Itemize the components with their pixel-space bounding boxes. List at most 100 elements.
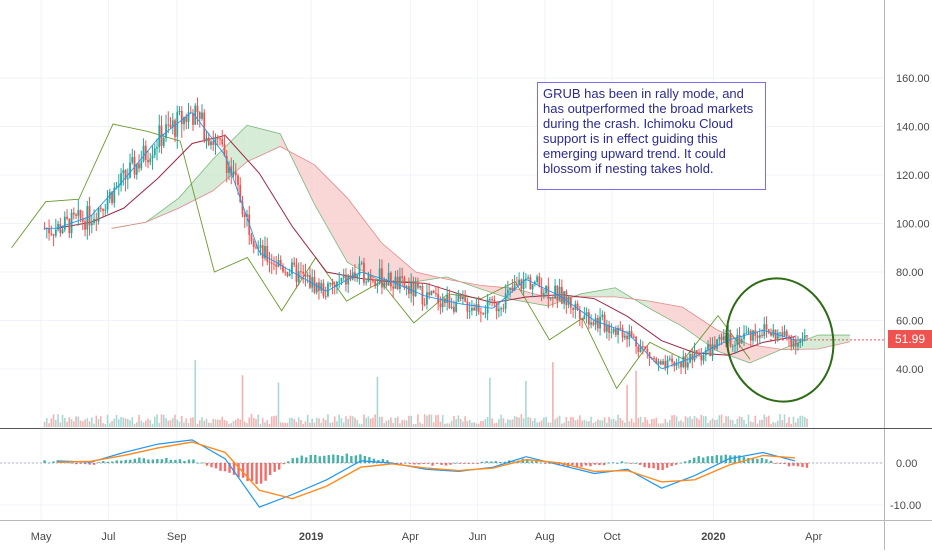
volume-bar <box>430 414 433 427</box>
volume-bar <box>572 417 574 427</box>
candle-body <box>506 290 509 294</box>
volume-bar <box>275 415 278 427</box>
annotation-box[interactable]: GRUB has been in rally mode, and has out… <box>537 82 766 190</box>
candle-body <box>428 292 431 296</box>
candle-body <box>192 113 194 125</box>
volume-bar <box>779 414 781 427</box>
volume-bar <box>171 417 174 427</box>
macd-histogram-bar <box>453 462 457 464</box>
volume-bar <box>558 415 561 427</box>
macd-histogram-bar <box>620 461 624 463</box>
candle-body <box>695 350 698 355</box>
macd-histogram-bar <box>435 463 439 464</box>
macd-histogram-bar <box>223 463 227 472</box>
candle-body <box>392 286 395 289</box>
volume-bar <box>657 423 660 427</box>
macd-histogram-bar <box>760 457 764 463</box>
macd-histogram-bar <box>679 462 682 464</box>
volume-bar <box>592 422 595 427</box>
macd-histogram-bar <box>503 461 506 463</box>
volume-bar <box>579 415 581 427</box>
macd-histogram-bar <box>575 463 579 467</box>
volume-bar <box>489 377 491 427</box>
candle-body <box>403 277 406 288</box>
volume-bar <box>507 419 509 427</box>
volume-bar <box>534 418 536 427</box>
candle-body <box>311 277 314 288</box>
macd-histogram-bar <box>192 459 195 463</box>
candle-body <box>246 214 248 217</box>
candle-body <box>419 285 422 288</box>
price-axis-tick-label: 60.00 <box>896 316 924 328</box>
volume-bar <box>788 416 790 427</box>
macd-histogram-bar <box>526 459 529 463</box>
candle-body <box>212 141 215 145</box>
candle-body <box>581 318 583 320</box>
volume-bar <box>257 414 260 427</box>
candle-body <box>439 303 442 308</box>
candle-body <box>770 332 772 336</box>
volume-bar <box>484 418 487 427</box>
candle-body <box>394 276 397 289</box>
volume-bar <box>417 414 419 427</box>
candle-body <box>743 333 745 340</box>
volume-bar <box>630 418 633 427</box>
candle-body <box>792 339 795 347</box>
macd-histogram-bar <box>611 462 615 464</box>
volume-bar <box>471 422 473 427</box>
candle-body <box>327 283 329 297</box>
candle-body <box>309 274 311 288</box>
macd-histogram-bar <box>296 457 299 463</box>
candle-body <box>797 342 799 347</box>
macd-histogram-bar <box>332 454 335 463</box>
volume-bar <box>169 420 172 427</box>
price-axis-tick-label: 100.00 <box>896 219 930 231</box>
macd-histogram-bar <box>74 463 78 465</box>
macd-histogram-bar <box>386 460 389 463</box>
volume-bar <box>396 416 399 427</box>
candle-body <box>162 138 165 146</box>
volume-bar <box>437 414 439 427</box>
candle-body <box>716 339 718 349</box>
volume-bar <box>248 417 251 427</box>
macd-histogram-bar <box>571 463 574 466</box>
volume-bar <box>320 422 323 427</box>
volume-bar <box>513 415 516 427</box>
macd-line <box>56 439 796 508</box>
volume-bar <box>216 419 219 427</box>
candle-body <box>513 283 516 291</box>
macd-histogram-bar <box>544 463 547 464</box>
candle-body <box>653 357 655 359</box>
volume-bar <box>504 422 507 427</box>
candle-body <box>639 346 642 353</box>
candle-body <box>255 247 257 249</box>
candle-body <box>59 223 62 234</box>
volume-bar <box>286 423 289 427</box>
candle-body <box>803 335 806 339</box>
volume-bar <box>131 417 134 427</box>
volume-bar <box>689 416 691 427</box>
volume-bar <box>581 420 583 427</box>
cloud-segment <box>749 344 784 363</box>
candle-body <box>632 336 635 338</box>
candle-body <box>446 295 449 304</box>
candle-body <box>288 273 291 276</box>
volume-bar <box>322 418 325 427</box>
candle-body <box>578 309 581 319</box>
candle-body <box>270 262 273 264</box>
volume-bar <box>360 423 363 427</box>
volume-bar <box>91 417 93 427</box>
volume-bar <box>48 423 50 427</box>
macd-histogram-bar <box>314 454 317 463</box>
volume-bar <box>333 416 336 427</box>
volume-bar <box>268 423 271 427</box>
candle-body <box>250 234 253 242</box>
price-axis-tick-label: 80.00 <box>896 267 924 279</box>
candle-body <box>491 299 494 301</box>
macd-histogram-bar <box>305 457 308 463</box>
volume-bar <box>300 420 302 427</box>
volume-bar <box>525 380 527 427</box>
volume-bar <box>387 419 390 427</box>
candle-body <box>378 268 381 284</box>
candle-body <box>682 356 685 368</box>
